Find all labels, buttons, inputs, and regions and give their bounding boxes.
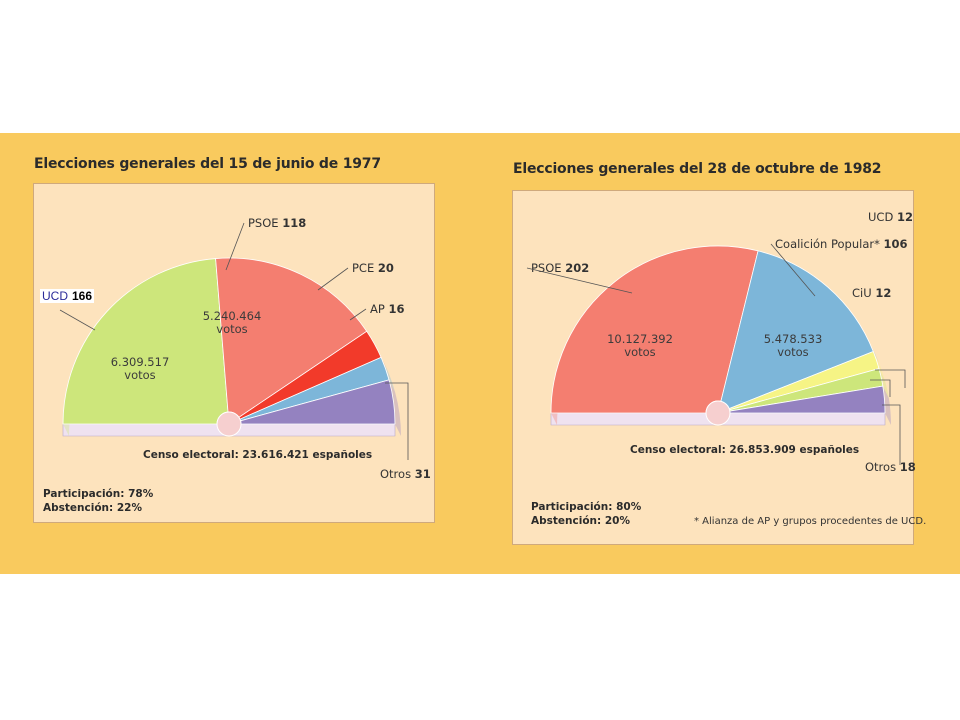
chart-1-label-3: AP 16 <box>370 302 404 316</box>
chart-2-wedge-side-4 <box>882 386 891 425</box>
chart-2-leader-2 <box>875 369 906 388</box>
chart-2-title: Elecciones generales del 28 de octubre d… <box>513 161 882 177</box>
chart-1-title: Elecciones generales del 15 de junio de … <box>34 156 381 172</box>
chart-2-label-0: PSOE 202 <box>531 261 589 275</box>
chart-1-label-2: PCE 20 <box>352 261 394 275</box>
ucd-overlay-name: UCD <box>42 289 68 303</box>
chart-1-votes-unit-0: votos <box>124 368 155 382</box>
chart-1-label-4: Otros 31 <box>380 467 431 481</box>
chart-1-votes-0: 6.309.517 <box>111 355 170 369</box>
chart-1-leader-0 <box>59 309 96 331</box>
ucd-overlay-label: UCD 166 <box>40 289 95 303</box>
chart-1-votes-unit-1: votos <box>216 322 247 336</box>
chart-2-label-2: UCD 12 <box>868 210 913 224</box>
chart-1-leader-2 <box>317 267 349 291</box>
chart-2-footnote: * Alianza de AP y grupos procedentes de … <box>694 516 926 527</box>
chart-2-leader-4 <box>882 404 901 465</box>
chart-1-participation: Participación: 78% <box>43 488 154 500</box>
chart-2-label-4: Otros 18 <box>865 460 916 474</box>
chart-1-abstention: Abstención: 22% <box>43 502 142 514</box>
chart-1-census: Censo electoral: 23.616.421 españoles <box>143 449 372 461</box>
chart-2-participation: Participación: 80% <box>531 501 642 513</box>
chart-2-leader-3 <box>870 379 891 397</box>
chart-2-votes-0: 10.127.392 <box>607 332 673 346</box>
chart-1-label-1: PSOE 118 <box>248 216 306 230</box>
chart-1-leader-1 <box>225 222 245 271</box>
chart-1-votes-1: 5.240.464 <box>203 309 262 323</box>
chart-2-abstention: Abstención: 20% <box>531 515 630 527</box>
chart-2-wedge-side-3 <box>878 368 889 399</box>
ucd-overlay-seats: 166 <box>72 289 93 303</box>
chart-2-votes-unit-0: votos <box>624 345 655 359</box>
chart-1-center <box>216 411 242 437</box>
chart-2-label-1: Coalición Popular* 106 <box>775 237 908 251</box>
chart-2-votes-1: 5.478.533 <box>764 332 823 346</box>
chart-1-wedge-ucd <box>62 258 229 425</box>
chart-1-leader-3 <box>349 308 367 321</box>
chart-1-leader-4 <box>385 382 409 460</box>
chart-2-leader-1 <box>770 243 816 297</box>
chart-2-leader-0 <box>526 267 633 294</box>
chart-2-center <box>705 400 731 426</box>
chart-1-wedge-side-4 <box>389 379 402 436</box>
chart-2-label-3: CiU 12 <box>852 286 891 300</box>
chart-2-census: Censo electoral: 26.853.909 españoles <box>630 444 859 456</box>
chart-2-votes-unit-1: votos <box>777 345 808 359</box>
